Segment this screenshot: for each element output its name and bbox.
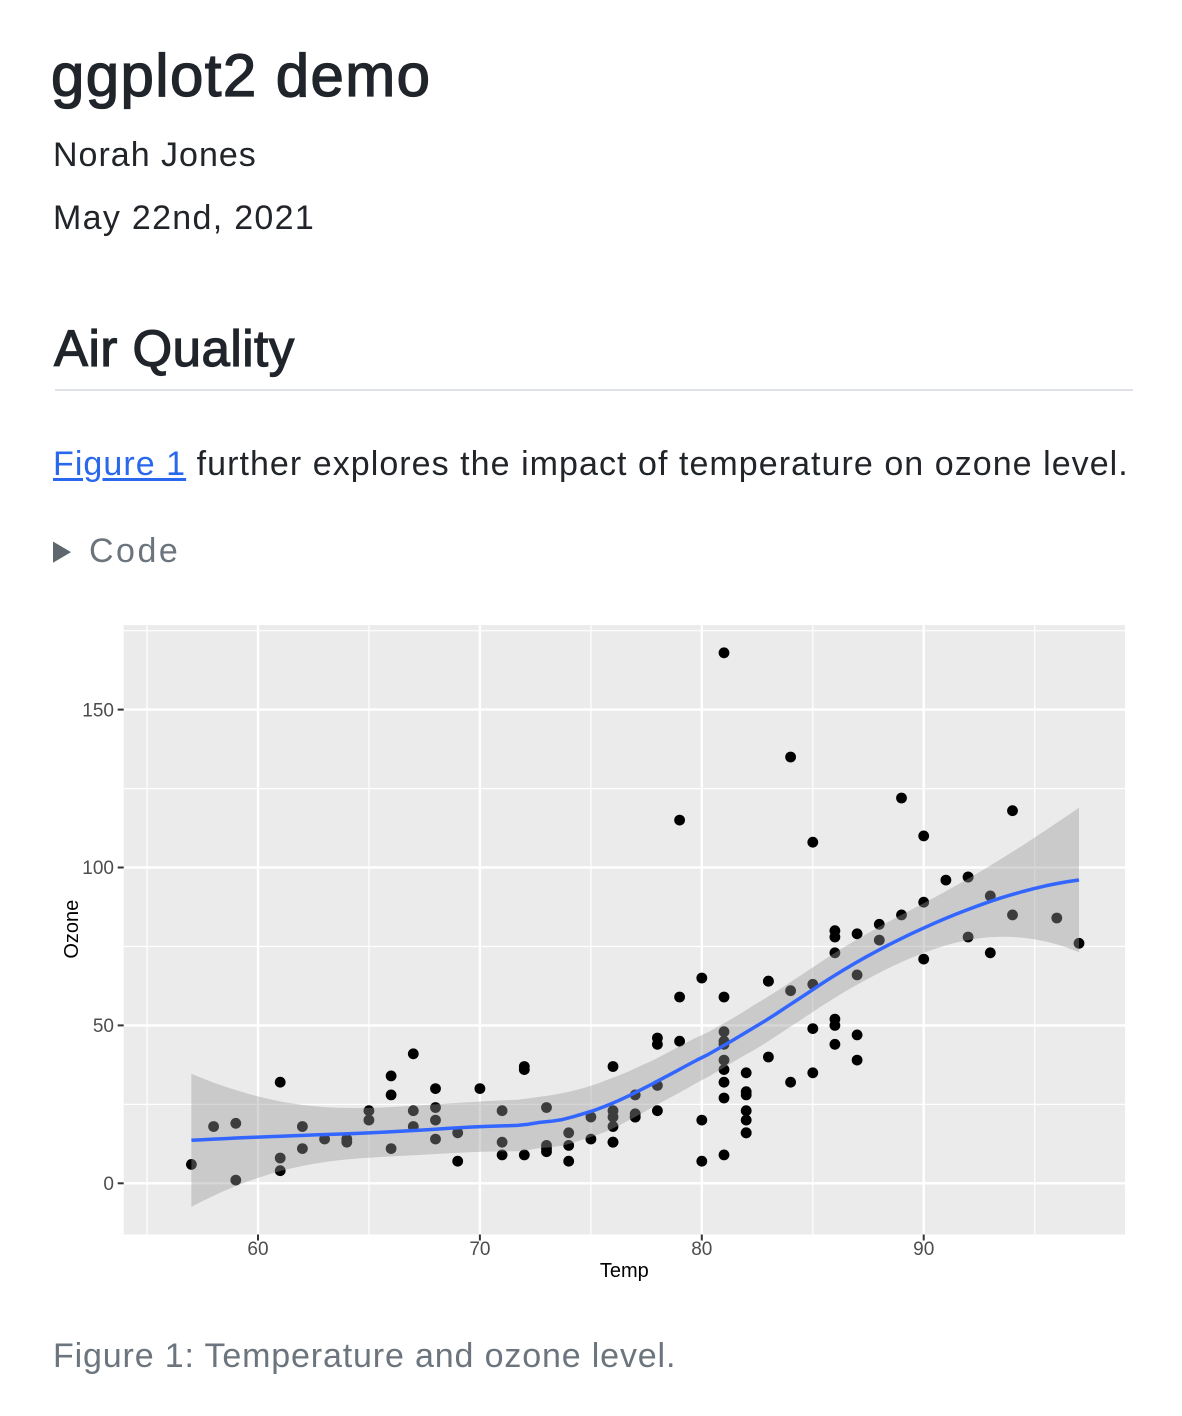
svg-text:50: 50 (93, 1016, 114, 1037)
svg-text:70: 70 (469, 1239, 490, 1260)
svg-text:150: 150 (82, 700, 114, 721)
svg-text:0: 0 (103, 1174, 114, 1195)
svg-text:60: 60 (247, 1239, 268, 1260)
svg-text:80: 80 (691, 1239, 712, 1260)
svg-text:90: 90 (913, 1239, 934, 1260)
svg-text:Ozone: Ozone (61, 900, 83, 959)
svg-text:Temp: Temp (600, 1260, 649, 1282)
svg-text:100: 100 (82, 858, 114, 879)
